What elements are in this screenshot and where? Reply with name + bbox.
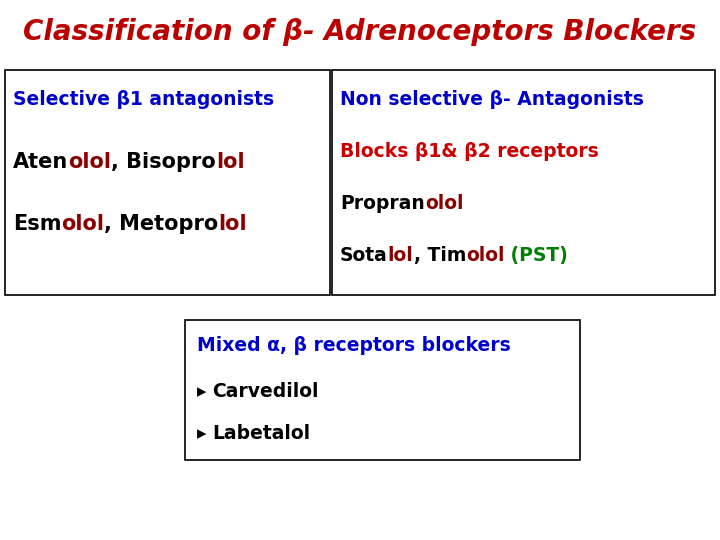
Text: olol: olol — [68, 152, 112, 172]
Text: Esm: Esm — [13, 214, 61, 234]
Text: Labetalol: Labetalol — [212, 424, 310, 443]
Text: Carvedilol: Carvedilol — [212, 382, 319, 401]
Text: olol: olol — [425, 194, 463, 213]
Text: lol: lol — [219, 214, 248, 234]
Text: olol: olol — [466, 246, 505, 265]
Bar — [332, 70, 715, 295]
Text: Blocks β1& β2 receptors: Blocks β1& β2 receptors — [340, 142, 599, 161]
Text: lol: lol — [388, 246, 413, 265]
Text: Aten: Aten — [13, 152, 68, 172]
Bar — [5, 70, 330, 295]
Text: Sota: Sota — [340, 246, 388, 265]
Text: (PST): (PST) — [505, 246, 568, 265]
Text: Selective β1 antagonists: Selective β1 antagonists — [13, 90, 274, 109]
Text: , Bisopro: , Bisopro — [112, 152, 216, 172]
Text: , Tim: , Tim — [413, 246, 466, 265]
Text: Mixed α, β receptors blockers: Mixed α, β receptors blockers — [197, 336, 510, 355]
Text: olol: olol — [61, 214, 104, 234]
Bar — [185, 320, 580, 460]
Text: Classification of β- Adrenoceptors Blockers: Classification of β- Adrenoceptors Block… — [24, 18, 696, 46]
Text: Non selective β- Antagonists: Non selective β- Antagonists — [340, 90, 644, 109]
Text: ▸: ▸ — [197, 424, 212, 443]
Text: , Metopro: , Metopro — [104, 214, 219, 234]
Text: ▸: ▸ — [197, 382, 212, 401]
Text: lol: lol — [216, 152, 245, 172]
Text: Propran: Propran — [340, 194, 425, 213]
